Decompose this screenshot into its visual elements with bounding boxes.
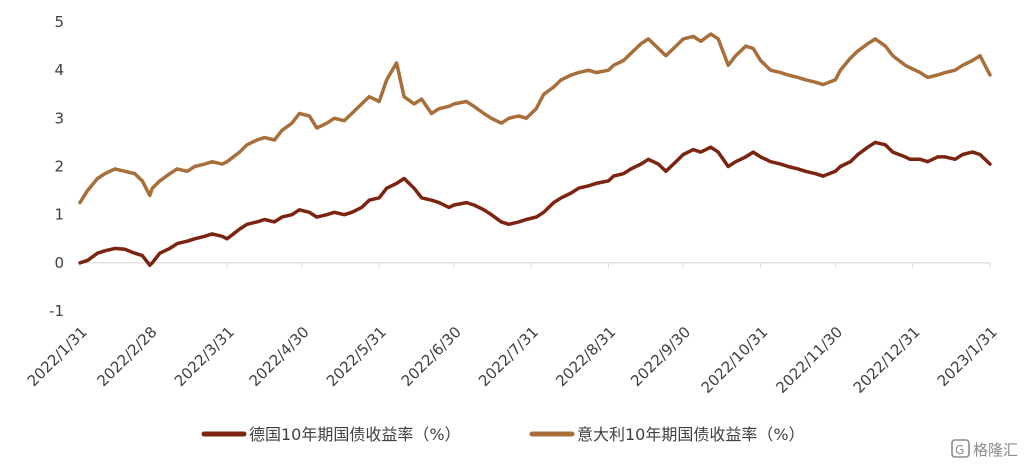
x-tick-label: 2022/2/28 <box>94 323 161 390</box>
x-tick-label: 2022/5/31 <box>323 323 390 390</box>
series-line-germany <box>78 140 992 267</box>
x-tick-label: 2022/1/31 <box>24 323 91 390</box>
y-tick-label: 0 <box>54 254 64 272</box>
x-tick-label: 2022/6/30 <box>398 323 465 390</box>
x-tick-label: 2022/3/31 <box>171 323 238 390</box>
y-tick-label: 1 <box>54 206 64 224</box>
x-tick-label: 2022/11/30 <box>772 323 846 397</box>
y-tick-label: 5 <box>54 13 64 31</box>
watermark-text: 格隆汇 <box>973 441 1018 459</box>
x-tick-label: 2022/10/31 <box>698 323 772 397</box>
y-tick-label: -1 <box>49 302 64 320</box>
legend-label-italy: 意大利10年期国债收益率（%） <box>577 425 805 444</box>
x-tick-label: 2022/8/31 <box>552 323 619 390</box>
y-tick-label: 2 <box>54 158 64 176</box>
x-tick-label: 2022/12/31 <box>850 323 924 397</box>
y-tick-label: 3 <box>54 109 64 127</box>
legend: 德国10年期国债收益率（%） 意大利10年期国债收益率（%） <box>201 425 805 444</box>
gelonghui-logo-icon: G <box>951 439 970 458</box>
x-tick-label: 2022/9/30 <box>627 323 694 390</box>
series-lines <box>78 32 992 267</box>
x-axis-ticks: 2022/1/31 2022/2/28 2022/3/31 2022/4/30 2022… <box>24 262 1001 397</box>
legend-item-italy: 意大利10年期国债收益率（%） <box>529 425 805 444</box>
x-tick-label: 2022/4/30 <box>246 323 313 390</box>
y-tick-label: 4 <box>54 61 64 79</box>
legend-label-germany: 德国10年期国债收益率（%） <box>249 425 461 444</box>
series-line-italy <box>78 32 992 205</box>
x-tick-label: 2022/7/31 <box>475 323 542 390</box>
y-axis-ticks: -1 0 1 2 3 4 5 <box>49 13 64 320</box>
x-tick-label: 2023/1/31 <box>934 323 1001 390</box>
svg-text:G: G <box>955 443 964 457</box>
watermark: G 格隆汇 <box>951 439 1018 459</box>
legend-item-germany: 德国10年期国债收益率（%） <box>201 425 461 444</box>
